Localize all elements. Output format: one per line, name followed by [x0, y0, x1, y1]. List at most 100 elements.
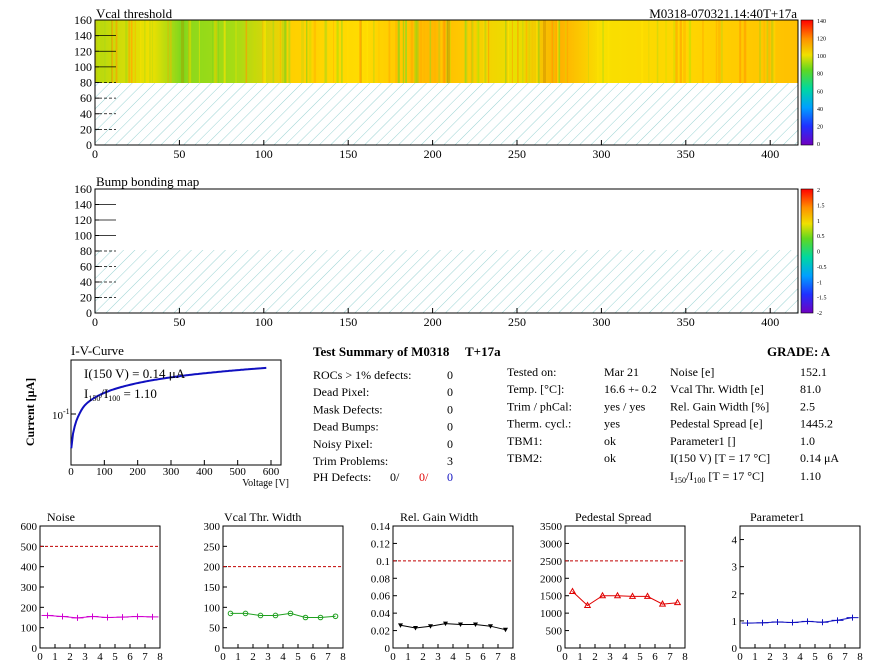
chart-point	[628, 592, 637, 599]
map1-stripe	[760, 20, 761, 83]
chart-series-line	[572, 591, 678, 607]
chart-xtick-label: 4	[622, 651, 628, 663]
chart-point	[643, 592, 652, 599]
chart-xtick-label: 1	[752, 651, 758, 663]
chart-point	[658, 600, 667, 607]
chart-point	[413, 625, 418, 631]
chart-xtick-label: 0	[220, 651, 226, 663]
chart-ytick-label: 0.1	[376, 556, 390, 568]
map1-stripe	[235, 20, 237, 83]
map1-stripe	[596, 20, 599, 83]
info-label: TBM1:	[507, 434, 542, 448]
iv-xtick-label: 0	[68, 466, 74, 478]
map1-stripe	[602, 20, 604, 83]
map1-stripe	[443, 20, 446, 83]
param-value: 152.1	[800, 365, 827, 379]
map1-stripe	[411, 20, 414, 83]
map1-stripe	[429, 20, 432, 83]
map-xtick-label: 350	[677, 147, 695, 161]
chart-point	[272, 612, 279, 619]
chart-ytick-label: 1000	[540, 608, 563, 620]
chart-point	[598, 591, 607, 599]
map-xtick-label: 0	[92, 315, 98, 329]
map1-stripe	[447, 20, 450, 83]
iv-xtick-label: 100	[96, 466, 113, 478]
chart-ytick-label: 400	[21, 562, 38, 574]
map1-stripe	[507, 20, 510, 83]
map1-stripe	[665, 20, 668, 83]
map1-stripe	[702, 20, 704, 83]
map2-x-axis: 0 50 100 150 200 250 300 350 400	[92, 308, 779, 329]
palette-label: 80	[817, 72, 823, 78]
map1-stripe	[188, 20, 190, 83]
iv-legend-current: I(150 V) = 0.14 μA	[84, 366, 186, 381]
map-ytick-label: 160	[74, 13, 92, 27]
chart-xtick-label: 8	[682, 651, 688, 663]
map1-stripe	[715, 20, 719, 83]
map1-stripe	[716, 20, 719, 83]
chart-xtick-label: 3	[435, 651, 441, 663]
chart-xtick-label: 1	[577, 651, 583, 663]
map1-stripe	[641, 20, 644, 83]
map-xtick-label: 150	[339, 315, 357, 329]
info-label: Therm. cycl.:	[507, 417, 571, 431]
map1-stripe	[308, 20, 312, 83]
chart-xtick-label: 7	[842, 651, 848, 663]
map1-stripe	[301, 20, 304, 83]
map1-color-palette	[800, 19, 814, 146]
map-xtick-label: 300	[592, 147, 610, 161]
chart-ytick-label: 0.14	[371, 521, 391, 533]
defect-value: 3	[447, 454, 453, 468]
defect-label: Dead Bumps:	[313, 420, 379, 434]
map1-stripe	[388, 20, 391, 83]
map1-stripe	[517, 20, 519, 83]
chart-ytick-label: 200	[21, 602, 38, 614]
map1-stripe	[347, 20, 349, 83]
map1-stripe	[718, 20, 721, 83]
palette-label: -2	[817, 311, 822, 317]
map1-stripe	[184, 20, 187, 83]
map2-empty-region	[95, 250, 798, 313]
palette-label: -0.5	[817, 265, 827, 271]
chart-ytick-label: 150	[204, 582, 221, 594]
chart-title: Rel. Gain Width	[400, 510, 478, 524]
chart-point	[673, 598, 682, 606]
defect-label: Dead Pixel:	[313, 385, 369, 399]
map1-stripe	[464, 20, 468, 83]
map1-stripe	[288, 20, 291, 83]
chart-xtick-label: 5	[812, 651, 818, 663]
map-ytick-label: 40	[80, 275, 92, 289]
chart-point	[473, 622, 478, 627]
chart-xtick-label: 5	[637, 651, 643, 663]
map1-stripe	[373, 20, 375, 83]
map-ytick-label: 100	[74, 60, 92, 74]
map1-x-axis: 0 50 100 150 200 250 300 350 400	[92, 140, 779, 161]
map1-stripe	[471, 20, 474, 83]
iv-xtick-label: 200	[129, 466, 146, 478]
map1-stripe	[253, 20, 256, 83]
info-value: 16.6 +- 0.2	[604, 382, 657, 396]
vcal-threshold-map: Vcal threshold M0318-070321.14:40T+17a 1…	[74, 6, 826, 161]
map1-stripes	[95, 20, 776, 83]
chart-xtick-label: 4	[797, 651, 803, 663]
map1-stripe	[607, 20, 610, 83]
map1-stripe	[414, 20, 417, 83]
map1-palette-labels: 140 120 100 80 60 40 20 0	[817, 19, 826, 148]
chart-ytick-label: 0.04	[371, 608, 391, 620]
chart-point	[503, 627, 508, 633]
chart-ytick-label: 1500	[540, 591, 563, 603]
iv-xtick-label: 600	[263, 466, 280, 478]
chart-point	[568, 587, 577, 595]
map1-stripe	[313, 20, 317, 83]
chart-point	[257, 612, 264, 619]
map1-stripe	[115, 20, 118, 83]
map1-stripe	[225, 20, 227, 83]
test-summary: Test Summary of M0318 T+17a GRADE: A ROC…	[313, 344, 839, 485]
chart-xtick-label: 8	[510, 651, 516, 663]
chart-ytick-label: 300	[21, 582, 38, 594]
map-xtick-label: 100	[255, 315, 273, 329]
chart-xtick-label: 3	[265, 651, 271, 663]
